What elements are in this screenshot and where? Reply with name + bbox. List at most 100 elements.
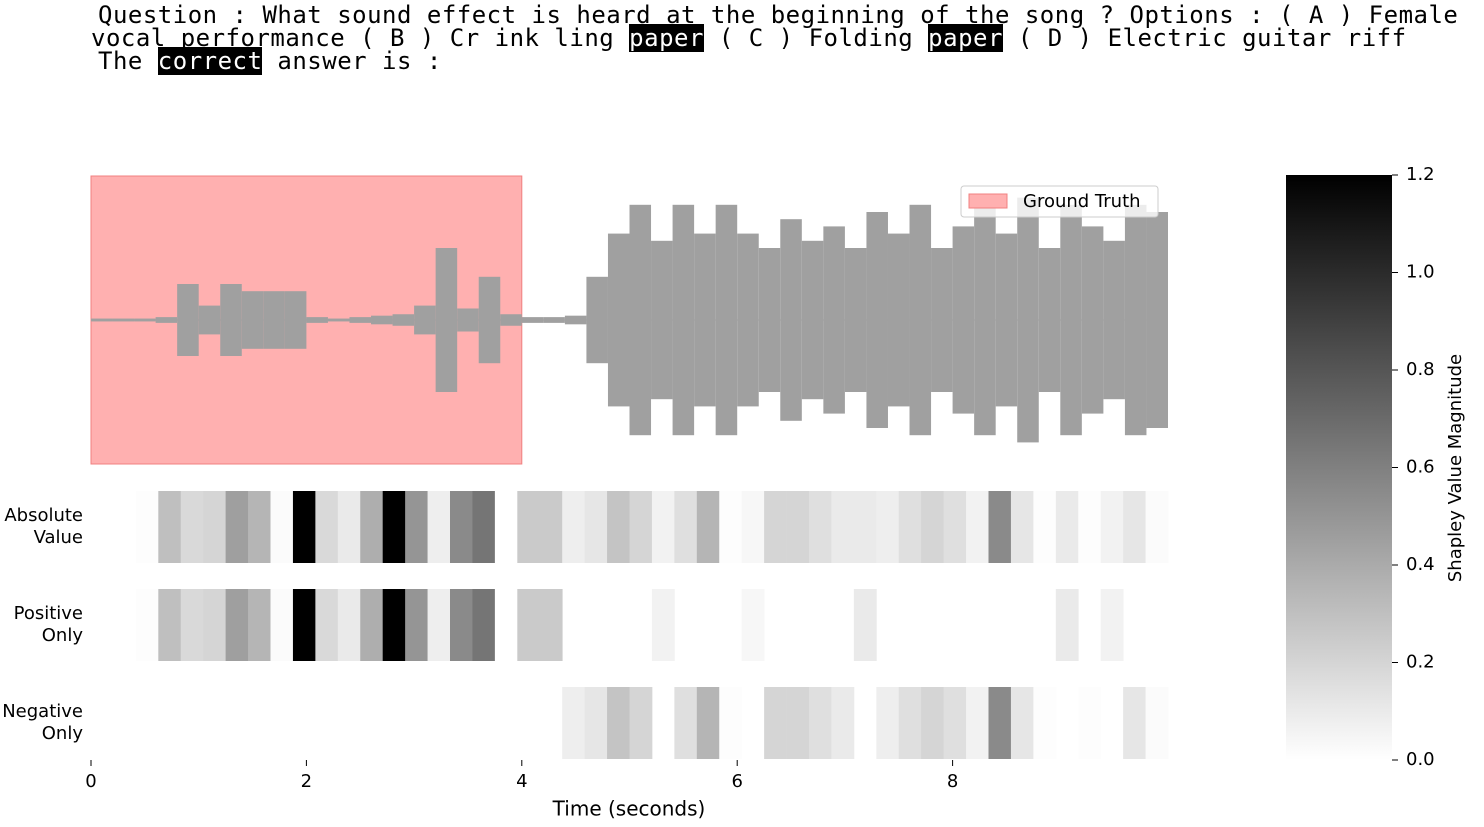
- waveform-segment: [737, 233, 759, 407]
- heatmap-cell: [1123, 687, 1146, 759]
- waveform-segment: [844, 248, 867, 392]
- title-text: The: [98, 47, 158, 75]
- heatmap-cell: [405, 491, 428, 563]
- heatmap-cell: [696, 491, 720, 563]
- heatmap-cell: [674, 687, 698, 759]
- heatmap-cell: [113, 589, 137, 661]
- heatmap-cell: [786, 491, 810, 563]
- heatmap-cell: [943, 491, 967, 563]
- colorbar-tick-label: 1.2: [1406, 164, 1435, 185]
- heatmap-cell: [539, 589, 563, 661]
- waveform-segment: [715, 204, 738, 436]
- heatmap-cell: [382, 589, 406, 661]
- heatmap-cell: [898, 687, 922, 759]
- heatmap-cell: [584, 687, 608, 759]
- x-tick-label: 4: [516, 771, 527, 792]
- heatmap-cell: [517, 589, 541, 661]
- heatmap-cell: [225, 589, 249, 661]
- heatmap-cell: [315, 491, 339, 563]
- waveform-segment: [1146, 212, 1168, 428]
- heatmap-cell: [921, 491, 945, 563]
- heatmap-cell: [135, 589, 159, 661]
- x-axis-label: Time (seconds): [552, 797, 706, 821]
- x-tick-label: 6: [731, 771, 742, 792]
- heatmap-cell: [180, 491, 204, 563]
- waveform-segment: [371, 315, 393, 325]
- waveform-segment: [241, 291, 264, 349]
- heatmap-cell: [988, 491, 1012, 563]
- title-text: ( D ) Electric guitar riff: [1002, 24, 1407, 52]
- heatmap-cell: [809, 491, 832, 563]
- heatmap-cell: [764, 491, 787, 563]
- heatmap-cell: [203, 491, 227, 563]
- waveform-segment: [435, 248, 458, 392]
- waveform-segment: [263, 291, 285, 349]
- heatmap-cell: [1145, 491, 1169, 563]
- waveform-segment: [780, 219, 802, 421]
- waveform-segment: [607, 233, 630, 407]
- heatmap-cell: [629, 491, 653, 563]
- waveform-segment: [112, 318, 135, 322]
- heatmap-cell: [1055, 491, 1079, 563]
- title: Question : What sound effect is heard at…: [91, 1, 1459, 75]
- colorbar-tick-label: 1.0: [1406, 262, 1435, 283]
- colorbar-tick-label: 0.8: [1406, 359, 1435, 380]
- heatmap-cell: [427, 589, 451, 661]
- waveform-segment: [349, 317, 372, 323]
- heatmap-cell: [786, 687, 810, 759]
- heatmap-cell: [1078, 491, 1102, 563]
- waveform-segment: [414, 305, 436, 335]
- waveform-segment: [694, 233, 716, 407]
- heatmap-cell: [382, 491, 406, 563]
- heatmap-cell: [360, 491, 384, 563]
- heatmap-cell: [741, 491, 765, 563]
- waveform-segment: [457, 308, 479, 332]
- title-line: vocal performance ( B ) Cr ink ling pape…: [91, 24, 1458, 52]
- waveform-segment: [651, 240, 673, 400]
- heatmap-cell: [91, 589, 114, 661]
- heatmap-cell: [113, 491, 137, 563]
- title-line: Question : What sound effect is heard at…: [91, 1, 1459, 29]
- waveform-segment: [177, 284, 199, 356]
- heatmap-cell: [315, 589, 339, 661]
- row-label: Absolute Value: [4, 505, 83, 548]
- waveform-segment: [758, 248, 781, 392]
- title-text: Question : What sound effect is heard at…: [98, 1, 1459, 29]
- title-text: answer is :: [262, 47, 442, 75]
- heatmap-cell: [292, 589, 316, 661]
- heatmap-cell: [921, 687, 945, 759]
- heatmap-cell: [337, 589, 361, 661]
- heatmap-cell: [450, 491, 473, 563]
- waveform-segment: [198, 305, 221, 335]
- waveform-segment: [586, 276, 608, 364]
- colorbar: [1286, 175, 1392, 760]
- heatmap-cell: [831, 687, 855, 759]
- waveform-segment: [801, 240, 824, 400]
- heatmap-cell: [764, 687, 787, 759]
- waveform-segment: [500, 314, 522, 326]
- heatmap-cell: [1100, 491, 1124, 563]
- waveform-segment: [327, 318, 350, 322]
- heatmap-cell: [539, 491, 563, 563]
- heatmap-cell: [472, 491, 496, 563]
- colorbar-tick-label: 0.4: [1406, 554, 1435, 575]
- colorbar-tick-label: 0.0: [1406, 749, 1435, 770]
- heatmap-cell: [831, 491, 855, 563]
- waveform-segment: [866, 212, 888, 428]
- heatmap-cell: [1033, 687, 1057, 759]
- heatmap-cell: [966, 687, 989, 759]
- heatmap-cell: [405, 589, 428, 661]
- legend-box: [960, 185, 1159, 218]
- heatmap-cell: [898, 491, 922, 563]
- waveform-segment: [995, 233, 1018, 407]
- colorbar-tick-label: 0.2: [1406, 652, 1435, 673]
- heatmap-cell: [809, 687, 832, 759]
- heatmap-cell: [1010, 491, 1034, 563]
- heatmap-cell: [1033, 491, 1057, 563]
- colorbar-tick-label: 0.6: [1406, 457, 1435, 478]
- heatmap-cell: [1055, 589, 1079, 661]
- x-tick-label: 8: [947, 771, 958, 792]
- waveform-segment: [134, 318, 156, 322]
- heatmap-cell: [988, 687, 1012, 759]
